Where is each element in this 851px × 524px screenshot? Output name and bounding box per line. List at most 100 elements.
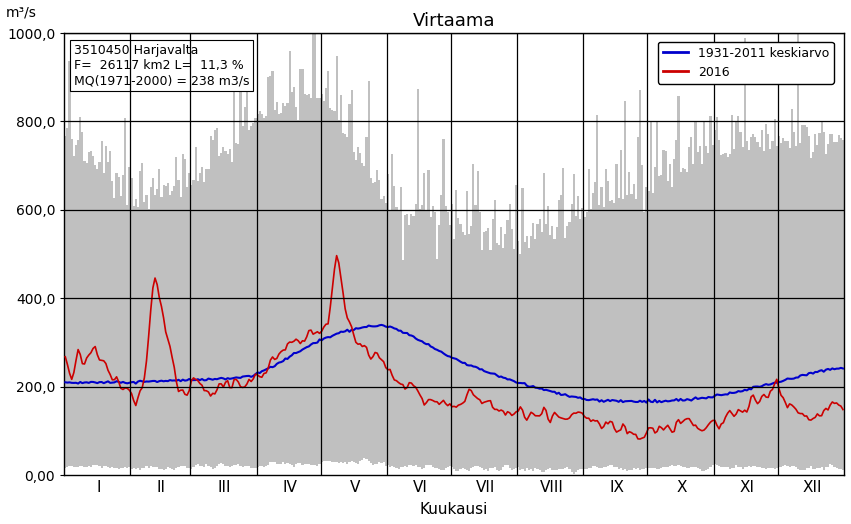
Bar (676, 140, 677, 466)
Bar (827, 145, 829, 466)
Legend: 1931-2011 keskiarvo, 2016: 1931-2011 keskiarvo, 2016 (658, 41, 834, 84)
Bar (99, 161, 100, 466)
Bar (325, 89, 327, 461)
Bar (566, 226, 568, 467)
Bar (716, 117, 718, 465)
Bar (171, 191, 174, 470)
Bar (440, 195, 443, 470)
Bar (220, 154, 222, 463)
Bar (581, 209, 584, 469)
Bar (778, 136, 780, 467)
Bar (421, 205, 423, 468)
Bar (164, 185, 167, 469)
Bar (597, 115, 598, 467)
Bar (590, 209, 592, 468)
Bar (113, 199, 116, 467)
Bar (365, 137, 368, 459)
Bar (639, 90, 641, 470)
Bar (444, 206, 447, 468)
Bar (545, 224, 547, 470)
Bar (64, 136, 66, 468)
Bar (526, 236, 528, 468)
Bar (757, 142, 758, 466)
Bar (235, 143, 237, 465)
Bar (637, 137, 639, 468)
Bar (694, 121, 697, 467)
Bar (197, 181, 199, 464)
Bar (652, 193, 654, 468)
Bar (413, 216, 414, 465)
Bar (457, 219, 460, 471)
Bar (460, 224, 461, 469)
Bar (369, 178, 372, 463)
Bar (819, 133, 820, 468)
Bar (259, 111, 260, 466)
Bar (724, 154, 727, 467)
Bar (154, 194, 156, 467)
Bar (505, 234, 506, 465)
Bar (767, 135, 769, 468)
Bar (662, 150, 665, 466)
Bar (758, 147, 761, 467)
Bar (810, 158, 812, 466)
Bar (284, 106, 287, 464)
Bar (609, 201, 611, 465)
Bar (151, 178, 154, 467)
Bar (436, 259, 438, 468)
Bar (762, 151, 765, 468)
Bar (216, 128, 218, 466)
Bar (192, 180, 195, 466)
Title: Virtaama: Virtaama (413, 12, 495, 30)
Bar (178, 180, 180, 467)
Bar (519, 255, 522, 470)
Bar (468, 234, 470, 471)
Bar (568, 222, 570, 469)
Bar (707, 152, 710, 468)
Bar (795, 147, 797, 467)
Bar (774, 118, 776, 468)
Bar (443, 139, 444, 470)
Bar (391, 154, 393, 466)
Bar (690, 137, 693, 467)
Bar (744, 38, 745, 467)
Bar (83, 161, 86, 467)
Bar (419, 209, 421, 467)
Bar (735, 122, 737, 465)
Bar (414, 204, 417, 465)
Bar (498, 245, 500, 471)
Bar (479, 212, 481, 467)
Bar (812, 151, 814, 468)
Bar (402, 260, 404, 467)
Bar (722, 154, 724, 467)
Bar (448, 225, 451, 466)
Bar (750, 137, 752, 467)
Bar (300, 69, 301, 463)
Bar (252, 123, 254, 468)
Bar (765, 124, 767, 469)
Bar (182, 154, 184, 466)
Bar (677, 96, 680, 465)
Bar (745, 140, 748, 467)
Bar (105, 146, 107, 466)
Bar (539, 219, 540, 470)
Bar (584, 217, 585, 469)
Bar (163, 185, 164, 471)
Bar (361, 163, 363, 461)
Bar (831, 134, 833, 465)
Bar (126, 205, 129, 467)
Bar (122, 176, 124, 468)
Bar (288, 51, 291, 464)
Bar (705, 146, 707, 471)
Bar (137, 207, 139, 468)
Bar (133, 205, 134, 468)
Bar (175, 157, 178, 468)
Bar (387, 174, 389, 465)
Bar (124, 117, 126, 467)
Bar (143, 202, 146, 468)
Bar (331, 110, 334, 462)
Bar (594, 182, 597, 466)
Bar (271, 71, 274, 462)
Bar (656, 121, 658, 469)
Bar (293, 87, 295, 467)
Bar (464, 235, 465, 470)
